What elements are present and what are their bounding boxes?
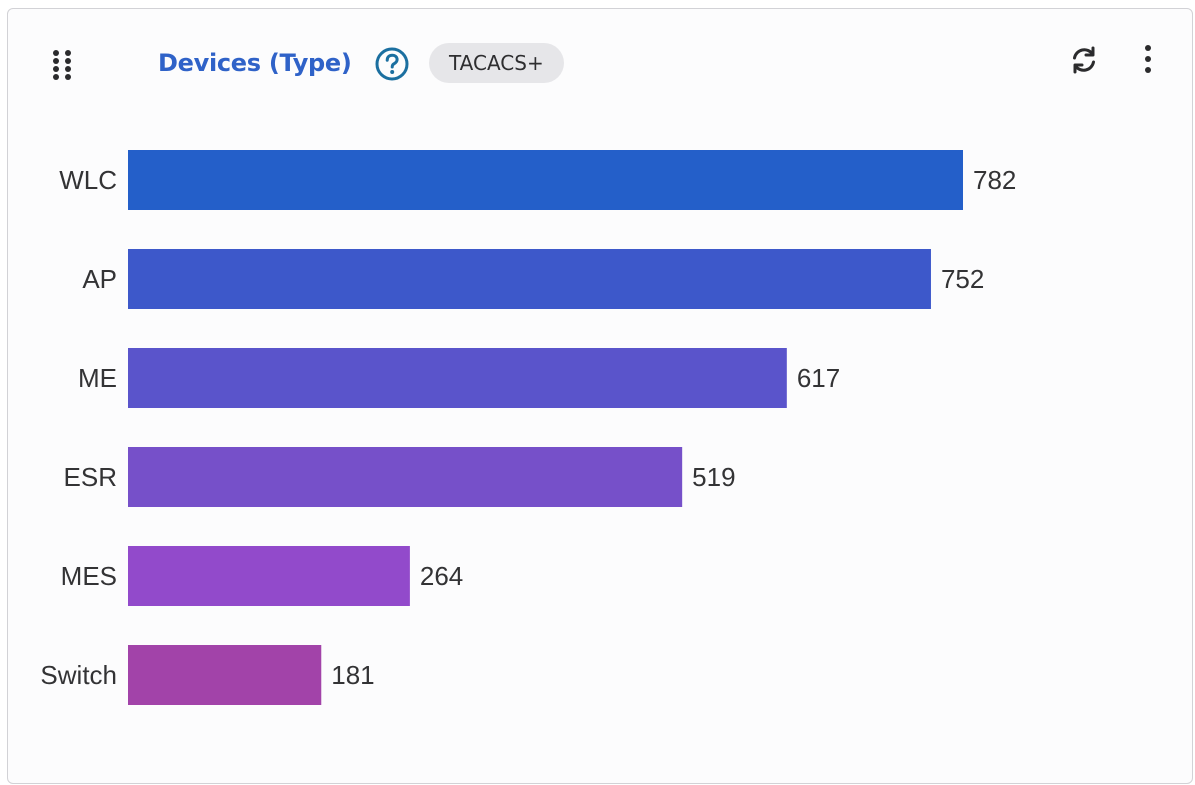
category-label-switch: Switch xyxy=(40,660,117,690)
drag-handle-icon[interactable] xyxy=(50,47,74,83)
widget-title: Devices (Type) xyxy=(158,49,352,77)
refresh-icon[interactable] xyxy=(1069,45,1099,75)
value-label-esr: 519 xyxy=(692,462,735,492)
value-label-wlc: 782 xyxy=(973,165,1016,195)
bar-me[interactable] xyxy=(128,348,787,408)
devices-bar-chart: WLC 782 AP 752 ME 617 ESR 519 MES 264 Switch 181 xyxy=(40,150,1016,705)
bar-mes[interactable] xyxy=(128,546,410,606)
value-label-mes: 264 xyxy=(420,561,463,591)
category-label-wlc: WLC xyxy=(59,165,117,195)
value-label-me: 617 xyxy=(797,363,840,393)
devices-type-widget: Devices (Type) TACACS+ WLC 782 AP 752 ME 617 E… xyxy=(7,8,1193,784)
category-label-mes: MES xyxy=(61,561,117,591)
value-label-ap: 752 xyxy=(941,264,984,294)
category-label-esr: ESR xyxy=(64,462,117,492)
more-vertical-icon[interactable] xyxy=(1136,43,1160,77)
bar-switch[interactable] xyxy=(128,645,322,705)
tacacs-filter-badge[interactable]: TACACS+ xyxy=(429,43,564,83)
category-label-me: ME xyxy=(78,363,117,393)
category-label-ap: AP xyxy=(82,264,117,294)
bar-ap[interactable] xyxy=(128,249,931,309)
help-circle-icon[interactable] xyxy=(374,46,410,82)
bar-esr[interactable] xyxy=(128,447,683,507)
bar-wlc[interactable] xyxy=(128,150,963,210)
value-label-switch: 181 xyxy=(331,660,374,690)
